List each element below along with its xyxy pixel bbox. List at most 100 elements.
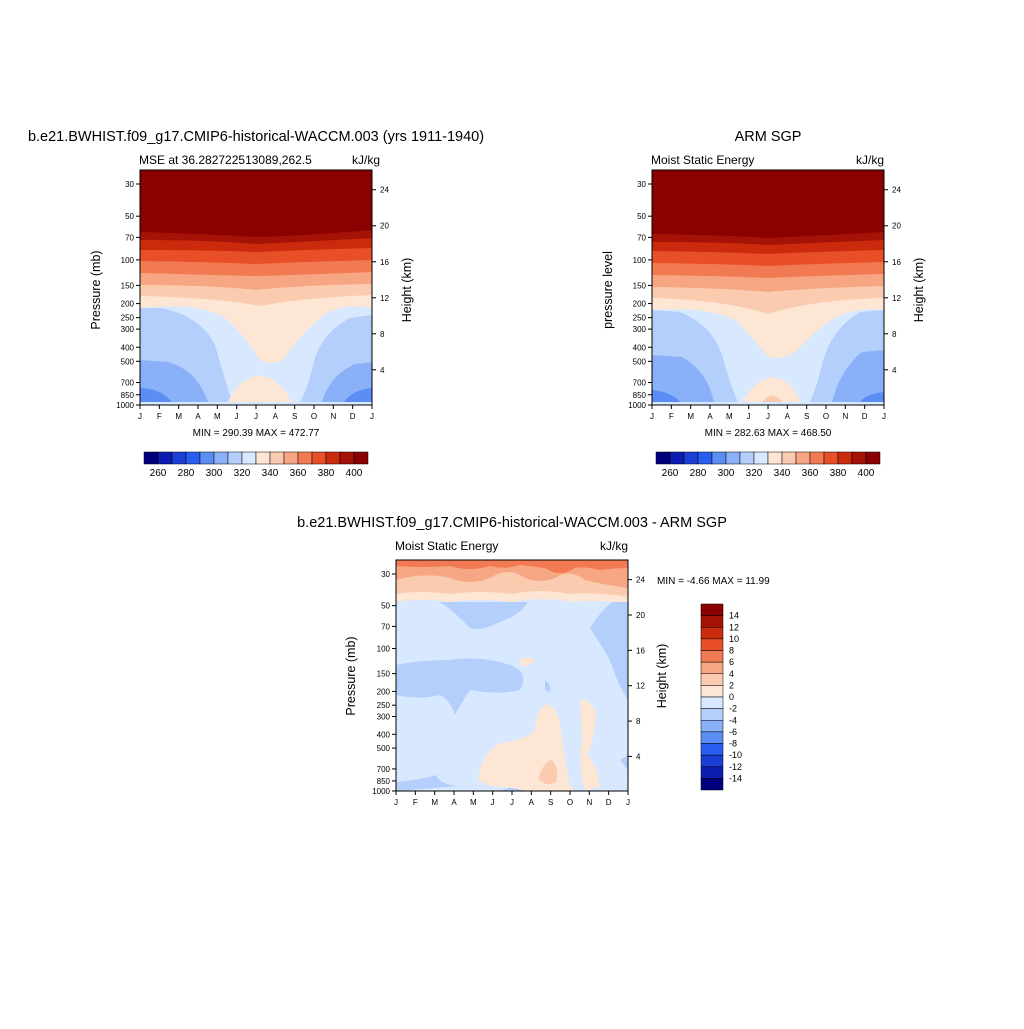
y-tick-label: 250 [633,314,647,323]
y-right-tick-label: 8 [892,330,897,339]
x-tick-label: F [669,412,674,421]
colorbar-swatch [700,766,724,779]
y-right-tick-label: 12 [380,294,389,303]
colorbar-swatch [669,451,685,465]
level-band [652,282,884,314]
y-right-tick-label: 4 [636,752,641,761]
colorbar-swatch [297,451,313,465]
y-tick-label: 400 [121,343,135,352]
y-tick-label: 150 [377,670,391,679]
y-tick-label: 250 [121,314,135,323]
y-tick-label: 500 [121,357,135,366]
colorbar-label: -6 [729,727,737,737]
panel-left-label: MSE at 36.282722513089,262.5 [139,153,312,167]
x-tick-label: N [330,412,336,421]
level-band [620,755,628,770]
level-band [832,350,884,402]
colorbar-swatch [311,451,327,465]
y-right-tick-label: 4 [380,366,385,375]
y-tick-label: 850 [121,391,135,400]
min-max-label: MIN = -4.66 MAX = 11.99 [657,576,770,587]
colorbar-swatch [700,603,724,616]
colorbar-swatch [700,720,724,733]
y-right-tick-label: 4 [892,366,897,375]
colorbar-swatch [865,451,881,465]
y-axis-label: Pressure (mb) [89,250,103,329]
y-right-tick-label: 20 [636,611,645,620]
plot-area [395,559,629,792]
colorbar-swatch [171,451,187,465]
colorbar-swatch [241,451,257,465]
y-tick-label: 200 [377,687,391,696]
y-tick-label: 400 [633,343,647,352]
x-tick-label: J [235,412,239,421]
colorbar-label: 360 [802,468,819,479]
min-max-label: MIN = 290.39 MAX = 472.77 [193,428,320,439]
colorbar-swatch [700,685,724,698]
level-band [396,560,628,573]
x-tick-label: J [138,412,142,421]
y-axis-label: pressure level [601,251,615,329]
colorbar-label: 260 [150,468,167,479]
x-tick-label: A [785,412,791,421]
x-tick-label: J [766,412,770,421]
x-tick-label: D [862,412,868,421]
min-max-label: MIN = 282.63 MAX = 468.50 [705,428,832,439]
y-tick-label: 700 [633,379,647,388]
colorbar-swatch [837,451,853,465]
x-tick-label: J [394,798,398,807]
level-band [652,390,680,402]
colorbar-swatch [655,451,671,465]
colorbar-swatch [227,451,243,465]
x-tick-label: M [726,412,733,421]
y-tick-label: 200 [633,300,647,309]
y-right-tick-label: 16 [380,258,389,267]
panel-left-label: Moist Static Energy [651,153,754,167]
level-band [228,375,292,402]
level-band [344,388,372,402]
level-band [742,377,800,402]
x-tick-label: A [529,798,535,807]
y-tick-label: 700 [121,379,135,388]
colorbar-swatch [781,451,797,465]
colorbar-swatch [795,451,811,465]
y-right-tick-label: 24 [636,576,645,585]
y-tick-label: 850 [633,391,647,400]
x-tick-label: M [470,798,477,807]
level-band [762,395,782,402]
x-tick-label: A [273,412,279,421]
y-right-tick-label: 24 [892,186,901,195]
colorbar-swatch [700,731,724,744]
y-right-tick-label: 20 [892,222,901,231]
level-band [396,775,460,791]
x-tick-label: J [510,798,514,807]
panel-title: b.e21.BWHIST.f09_g17.CMIP6-historical-WA… [297,515,727,531]
colorbar-label: 380 [318,468,335,479]
colorbar-swatch [739,451,755,465]
x-tick-label: N [842,412,848,421]
x-tick-label: D [350,412,356,421]
y-tick-label: 100 [633,256,647,265]
colorbar-swatch [700,754,724,767]
colorbar-label: 10 [729,634,739,644]
colorbar-swatch [700,661,724,674]
colorbar-swatch [255,451,271,465]
colorbar-swatch [700,615,724,628]
y-axis-right: 24 20 16 12 8 4 [628,576,645,761]
panel-units-label: kJ/kg [856,153,884,167]
y-tick-label: 150 [121,281,135,290]
y-right-tick-label: 16 [636,646,645,655]
y-tick-label: 100 [377,645,391,654]
level-band [140,388,172,402]
colorbar-label: 320 [234,468,251,479]
colorbar-label: 4 [729,669,734,679]
plot-area [651,169,885,406]
panel-left-label: Moist Static Energy [395,539,498,553]
panel-units-label: kJ/kg [352,153,380,167]
x-tick-label: S [548,798,553,807]
level-band [580,699,600,791]
colorbar-label: 300 [206,468,223,479]
